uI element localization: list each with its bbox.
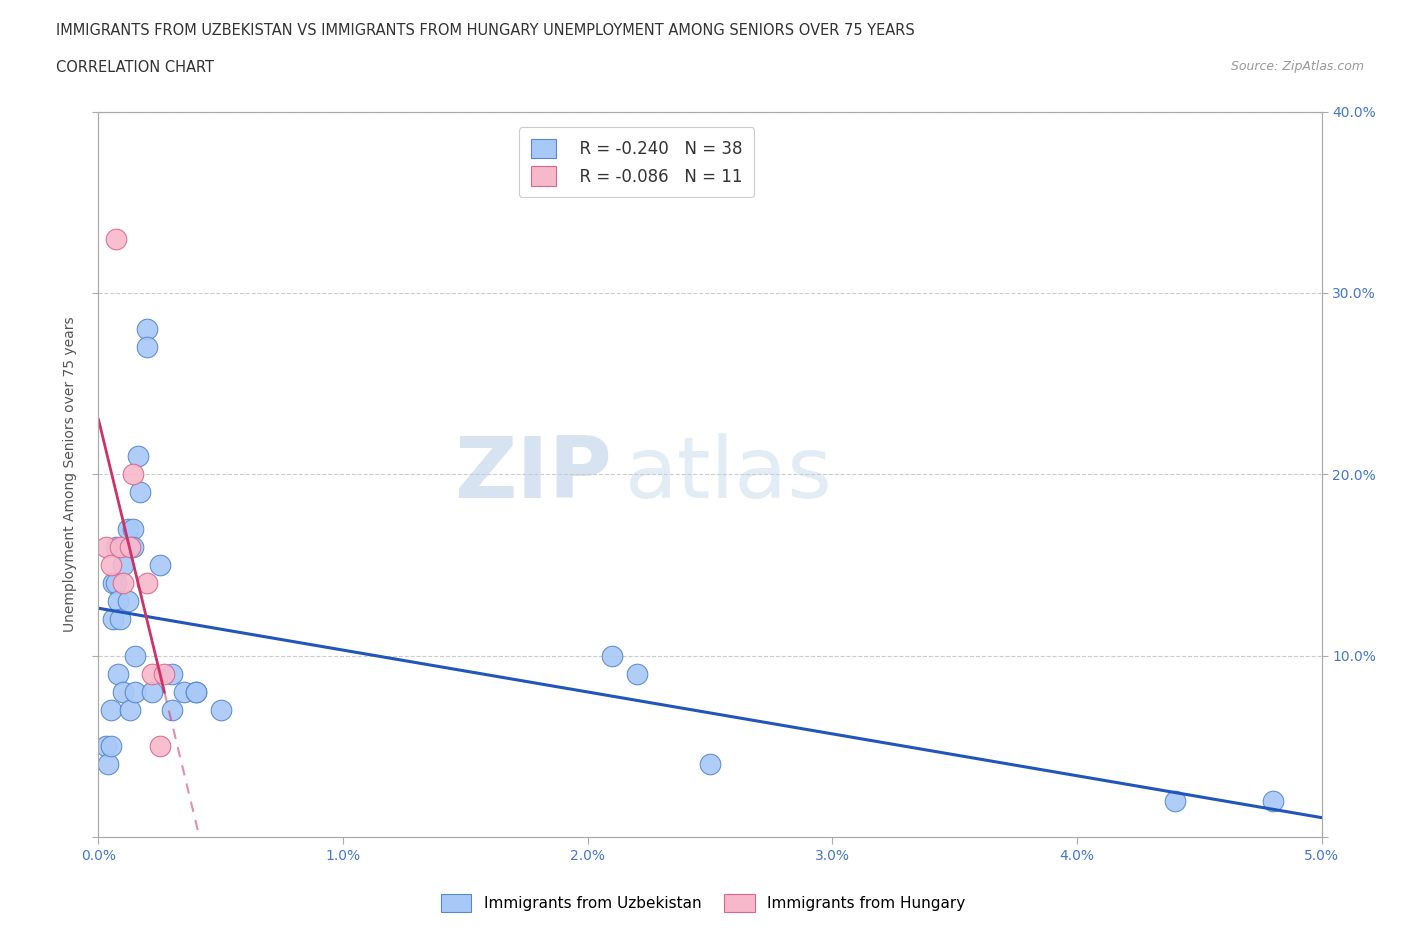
- Point: [94, 539, 117, 554]
- Point: [136, 322, 159, 337]
- Point: [111, 539, 134, 554]
- Point: [104, 232, 127, 246]
- Point: [100, 738, 122, 753]
- Text: Source: ZipAtlas.com: Source: ZipAtlas.com: [1230, 60, 1364, 73]
- Point: [104, 576, 127, 591]
- Point: [141, 684, 163, 699]
- Point: [120, 703, 142, 718]
- Point: [600, 648, 623, 663]
- Point: [124, 648, 146, 663]
- Point: [120, 539, 142, 554]
- Point: [107, 666, 129, 681]
- Point: [110, 612, 132, 627]
- Point: [186, 684, 208, 699]
- Point: [160, 703, 183, 718]
- Y-axis label: Unemployment Among Seniors over 75 years: Unemployment Among Seniors over 75 years: [63, 316, 77, 632]
- Point: [141, 666, 163, 681]
- Legend:   R = -0.240   N = 38,   R = -0.086   N = 11: R = -0.240 N = 38, R = -0.086 N = 11: [519, 127, 754, 197]
- Text: atlas: atlas: [624, 432, 832, 516]
- Point: [117, 521, 139, 536]
- Point: [149, 558, 172, 573]
- Point: [121, 521, 143, 536]
- Point: [94, 738, 117, 753]
- Point: [107, 594, 129, 609]
- Point: [100, 703, 122, 718]
- Point: [104, 539, 127, 554]
- Point: [111, 558, 134, 573]
- Point: [153, 666, 176, 681]
- Point: [110, 539, 132, 554]
- Point: [124, 684, 146, 699]
- Point: [209, 703, 232, 718]
- Text: CORRELATION CHART: CORRELATION CHART: [56, 60, 214, 75]
- Point: [1164, 793, 1187, 808]
- Point: [117, 594, 139, 609]
- Point: [186, 684, 208, 699]
- Point: [699, 757, 721, 772]
- Text: IMMIGRANTS FROM UZBEKISTAN VS IMMIGRANTS FROM HUNGARY UNEMPLOYMENT AMONG SENIORS: IMMIGRANTS FROM UZBEKISTAN VS IMMIGRANTS…: [56, 23, 915, 38]
- Point: [111, 684, 134, 699]
- Point: [101, 576, 124, 591]
- Point: [136, 340, 159, 355]
- Point: [111, 576, 134, 591]
- Point: [127, 449, 149, 464]
- Point: [173, 684, 195, 699]
- Point: [149, 738, 172, 753]
- Point: [136, 576, 159, 591]
- Point: [100, 558, 122, 573]
- Point: [626, 666, 648, 681]
- Point: [129, 485, 152, 500]
- Point: [160, 666, 183, 681]
- Point: [121, 467, 143, 482]
- Point: [101, 612, 124, 627]
- Point: [97, 757, 120, 772]
- Text: ZIP: ZIP: [454, 432, 612, 516]
- Point: [121, 539, 143, 554]
- Legend: Immigrants from Uzbekistan, Immigrants from Hungary: Immigrants from Uzbekistan, Immigrants f…: [434, 888, 972, 918]
- Point: [1261, 793, 1284, 808]
